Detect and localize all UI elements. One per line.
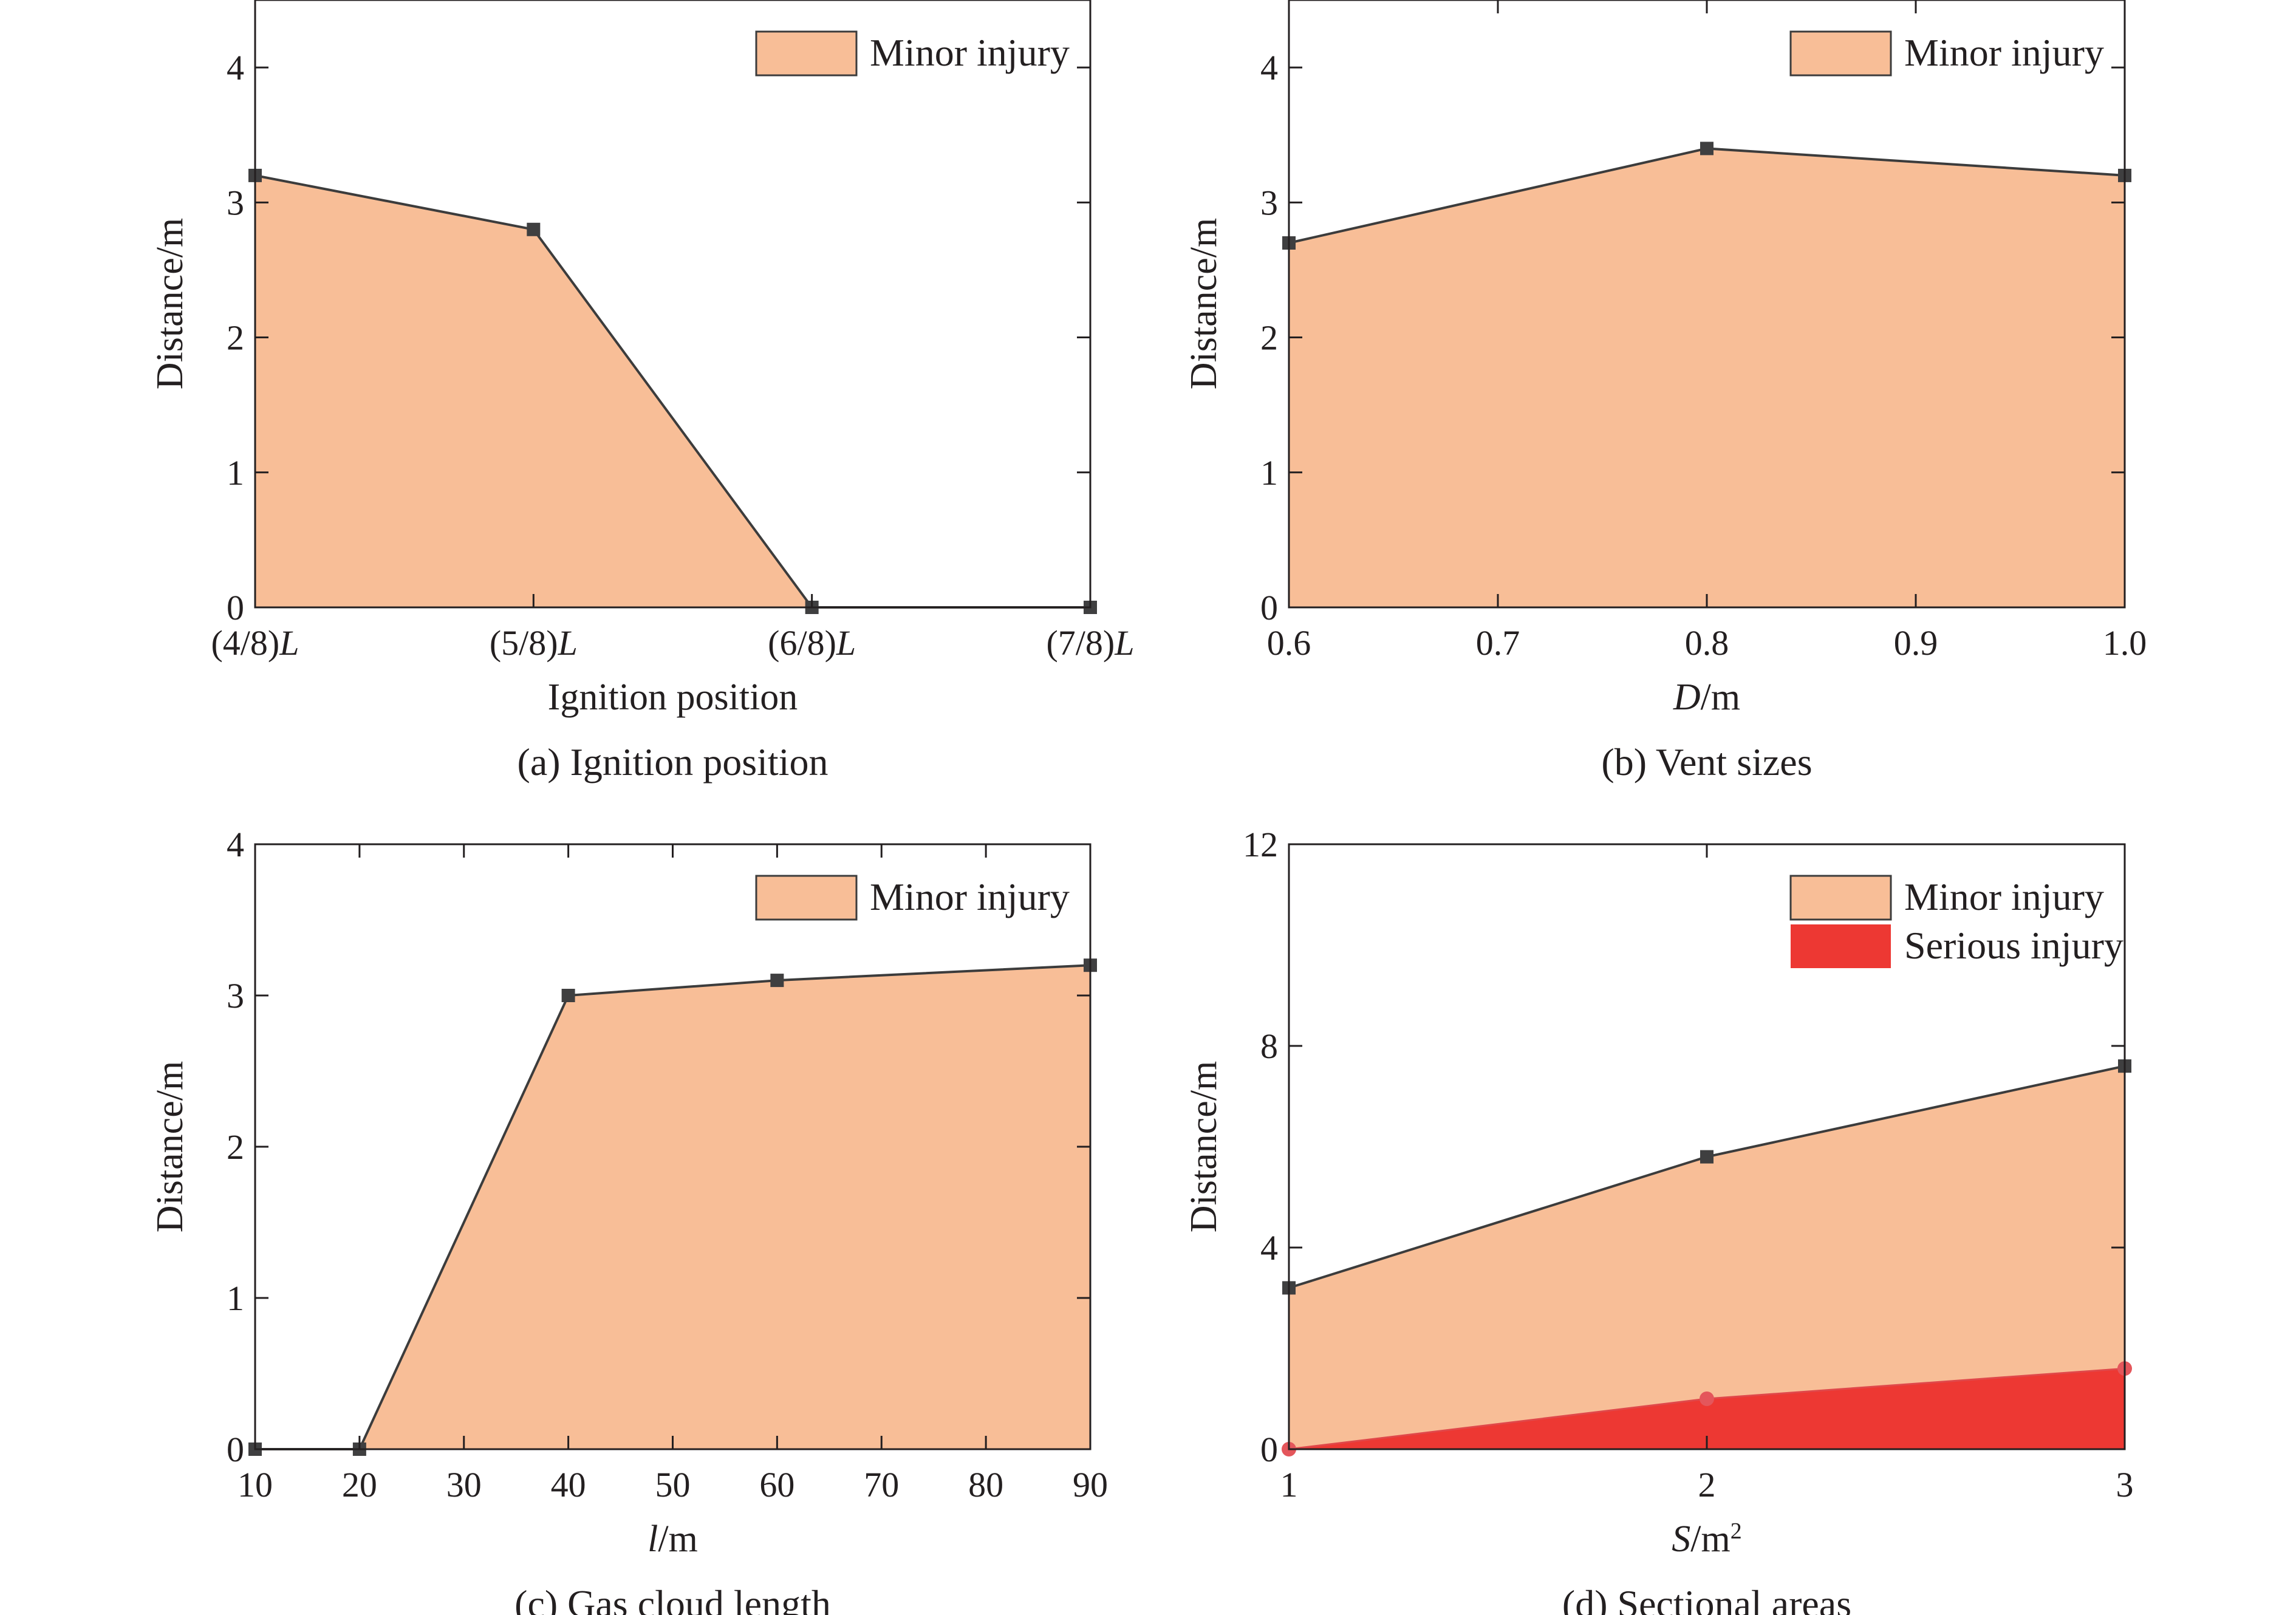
x-tick-label: 2 xyxy=(1698,1465,1716,1504)
y-axis-label: Distance/m xyxy=(1183,1061,1225,1232)
x-tick-label: 1 xyxy=(1280,1465,1298,1504)
series-area-0 xyxy=(255,175,1090,607)
x-tick-label: 70 xyxy=(864,1465,899,1504)
series-area-0 xyxy=(1289,1066,2125,1449)
plot-frame xyxy=(254,0,1092,609)
legend-label-0: Minor injury xyxy=(1904,31,2104,74)
legend-swatch-1 xyxy=(1791,924,1891,968)
x-axis-label: S/m2 xyxy=(1672,1518,1741,1560)
x-axis-label: D/m xyxy=(1673,677,1740,718)
legend-swatch-0 xyxy=(755,30,858,77)
legend-label-0: Minor injury xyxy=(870,31,1070,74)
x-tick-label: 40 xyxy=(551,1465,586,1504)
y-tick-label: 0 xyxy=(227,588,244,627)
panel-c: 0 1 2 3 4 10 20 30 40 50 60 70 80 90 l/m Distance/m (c) … xyxy=(149,825,1108,1615)
y-tick-label: 2 xyxy=(227,1127,244,1167)
panel-caption: (a) Ignition position xyxy=(518,740,829,784)
x-tick-label: (5/8)L xyxy=(490,623,578,663)
y-tick-label: 1 xyxy=(1260,453,1278,493)
x-tick-label: 0.6 xyxy=(1267,623,1311,663)
x-tick-label: 1.0 xyxy=(2103,623,2147,663)
x-tick-label: 50 xyxy=(655,1465,691,1504)
legend-label-1: Serious injury xyxy=(1904,924,2123,967)
panel-caption: (d) Sectional areas xyxy=(1562,1582,1851,1615)
y-tick-label: 3 xyxy=(1260,183,1278,222)
x-tick-label: 90 xyxy=(1073,1465,1108,1504)
y-tick-label: 2 xyxy=(1260,318,1278,358)
panel-b: 0 1 2 3 4 0.6 0.7 0.8 0.9 1.0 D/m Distance/m (b) Ven… xyxy=(1183,0,2147,784)
data-point-1 xyxy=(527,222,541,236)
y-axis-label: Distance/m xyxy=(149,218,191,389)
y-axis-label: Distance/m xyxy=(1183,218,1225,389)
data-point-1 xyxy=(1700,142,1713,155)
legend-swatch-0 xyxy=(755,875,858,921)
y-tick-label: 0 xyxy=(1260,1430,1278,1469)
x-tick-label: 60 xyxy=(759,1465,794,1504)
x-tick-label: 3 xyxy=(2116,1465,2134,1504)
legend-label-0: Minor injury xyxy=(1904,875,2104,918)
x-tick-label: (6/8)L xyxy=(768,623,856,663)
x-axis-label: Ignition position xyxy=(548,677,798,718)
panel-caption: (c) Gas cloud length xyxy=(514,1582,831,1615)
data-point-1 xyxy=(1700,1150,1713,1164)
series-area-0 xyxy=(1289,148,2125,607)
y-tick-label: 4 xyxy=(227,48,244,87)
y-tick-label: 4 xyxy=(1260,1228,1278,1268)
x-tick-label: 30 xyxy=(446,1465,482,1504)
legend-label-0: Minor injury xyxy=(870,875,1070,918)
panel-a: 0 1 2 3 4 (4/8)L (5/8)L (6/8)L (7/8)L Ignition po… xyxy=(149,0,1135,784)
y-tick-label: 8 xyxy=(1260,1026,1278,1066)
y-tick-label: 3 xyxy=(227,183,244,222)
y-tick-label: 12 xyxy=(1243,825,1278,864)
x-tick-label: 10 xyxy=(237,1465,273,1504)
y-tick-label: 4 xyxy=(227,825,244,864)
y-tick-label: 1 xyxy=(227,1279,244,1318)
legend-swatch-0 xyxy=(1789,875,1892,921)
y-tick-label: 3 xyxy=(227,976,244,1016)
x-tick-label: (7/8)L xyxy=(1046,623,1134,663)
y-tick-label: 2 xyxy=(227,318,244,358)
x-axis-label: l/m xyxy=(647,1518,698,1560)
y-tick-label: 0 xyxy=(227,1430,244,1469)
x-tick-label: 80 xyxy=(968,1465,1003,1504)
data-point-3 xyxy=(770,974,784,988)
y-tick-label: 0 xyxy=(1260,588,1278,627)
x-tick-label: 0.7 xyxy=(1476,623,1520,663)
y-axis-label: Distance/m xyxy=(149,1061,191,1232)
x-tick-label: 0.8 xyxy=(1685,623,1729,663)
legend-swatch-0 xyxy=(1789,30,1892,77)
series-area-1 xyxy=(1289,1368,2125,1449)
x-tick-label: 20 xyxy=(342,1465,377,1504)
x-tick-label: (4/8)L xyxy=(211,623,299,663)
panel-caption: (b) Vent sizes xyxy=(1601,740,1812,784)
data-point-serious-1 xyxy=(1700,1391,1714,1406)
x-tick-label: 0.9 xyxy=(1894,623,1938,663)
y-tick-label: 4 xyxy=(1260,48,1278,87)
data-point-2 xyxy=(561,989,575,1002)
y-tick-label: 1 xyxy=(227,453,244,493)
series-area-0 xyxy=(255,965,1090,1449)
